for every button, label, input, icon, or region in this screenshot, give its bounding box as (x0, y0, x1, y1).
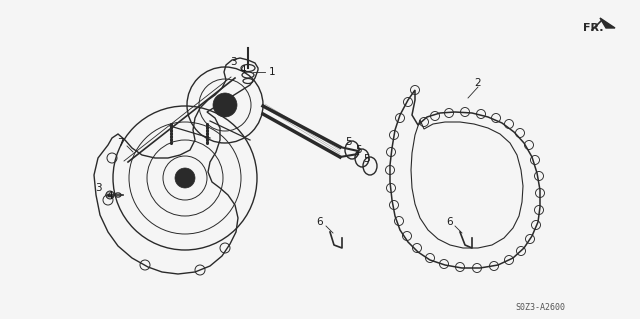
Circle shape (106, 191, 114, 199)
Circle shape (213, 93, 237, 117)
Text: 6: 6 (447, 217, 453, 227)
Text: 5: 5 (345, 137, 351, 147)
Text: 1: 1 (269, 67, 275, 77)
Text: 2: 2 (475, 78, 481, 88)
Text: 6: 6 (317, 217, 323, 227)
Text: S0Z3-A2600: S0Z3-A2600 (515, 302, 565, 311)
Text: 4: 4 (240, 65, 246, 75)
Text: 4: 4 (107, 191, 113, 201)
Text: 3: 3 (95, 183, 101, 193)
Text: 5: 5 (364, 154, 371, 164)
Polygon shape (600, 18, 615, 28)
Text: FR.: FR. (583, 23, 604, 33)
Text: 3: 3 (230, 57, 236, 67)
Circle shape (175, 168, 195, 188)
Text: 7: 7 (116, 138, 124, 148)
Text: 5: 5 (355, 145, 362, 155)
